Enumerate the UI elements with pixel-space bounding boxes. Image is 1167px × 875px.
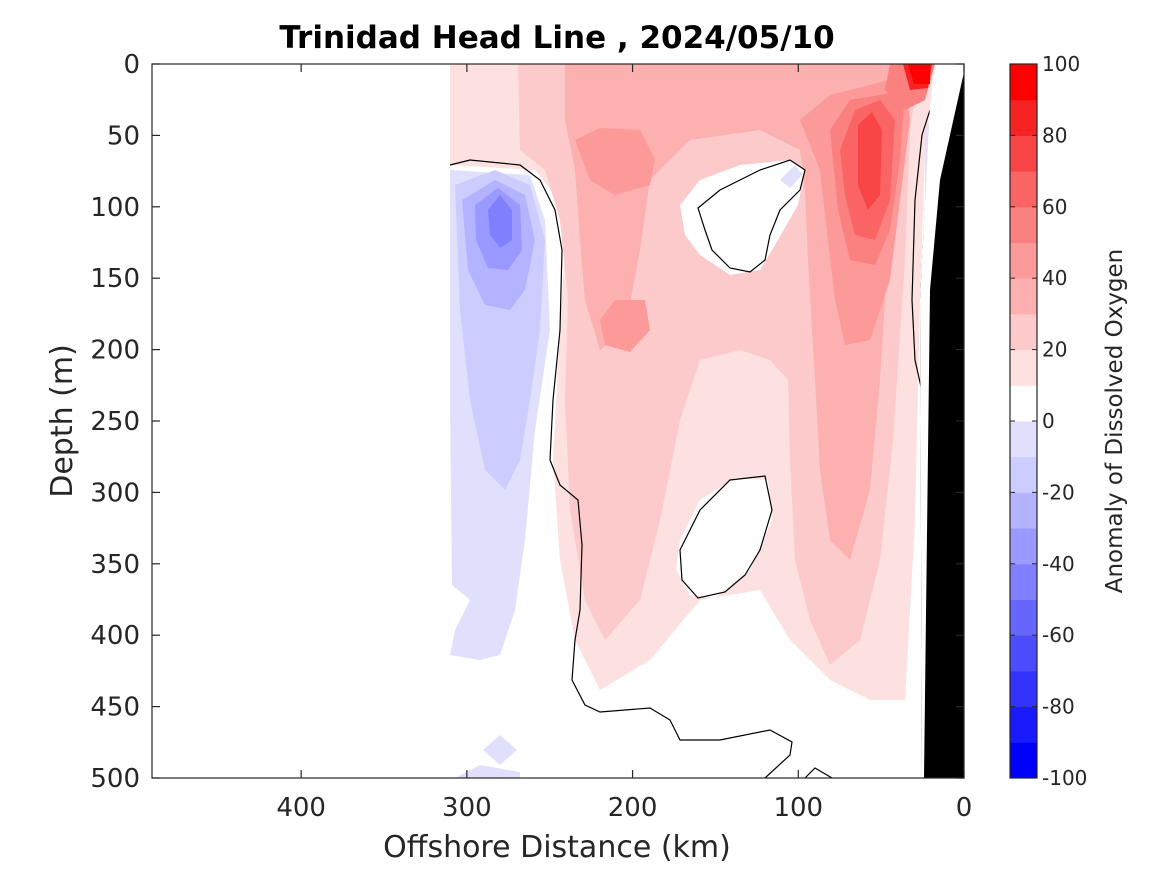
zero-contour-main [449, 159, 793, 778]
contour-fill-pos-70 [858, 112, 882, 210]
colorbar-segment [1010, 385, 1037, 422]
y-tick-label: 150 [90, 264, 140, 294]
colorbar [1009, 63, 1038, 779]
colorbar-segment [1010, 206, 1037, 243]
colorbar-tick-label: -40 [1042, 552, 1075, 576]
zero-contour-pocket-upper [697, 159, 806, 273]
contour-fill-zero-lower [676, 478, 772, 598]
contour-fill-pos-surface-c [908, 64, 930, 84]
colorbar-tick-label: -80 [1042, 695, 1075, 719]
y-tick-label: 500 [90, 764, 140, 794]
colorbar-tick-label: 60 [1042, 195, 1067, 219]
y-axis: 0 50 100 150 200 250 300 350 400 450 500 [90, 50, 964, 794]
colorbar-segment [1010, 456, 1037, 493]
x-tick-label: 200 [608, 793, 658, 823]
colorbar-segment [1010, 278, 1037, 315]
colorbar-segment [1010, 706, 1037, 743]
colorbar-ticks: 100 80 60 40 20 0 -20 -40 -60 -80 -100 [1010, 52, 1087, 790]
zero-contour-pocket-lower [679, 475, 773, 599]
colorbar-segment [1010, 528, 1037, 565]
colorbar-segment [1010, 349, 1037, 386]
y-tick-label: 0 [123, 50, 140, 80]
colorbar-segment [1010, 742, 1037, 779]
colorbar-segment [1010, 135, 1037, 172]
colorbar-segment [1010, 242, 1037, 279]
colorbar-tick-label: -100 [1042, 766, 1087, 790]
contour-fill-neg-patch-c [455, 765, 520, 778]
contour-fill-pos-40a [575, 128, 655, 195]
colorbar-tick-label: 100 [1042, 52, 1080, 76]
y-tick-label: 250 [90, 407, 140, 437]
colorbar-tick-label: 40 [1042, 266, 1067, 290]
contour-fill-neg-patch-b [483, 735, 517, 765]
x-axis-title: Offshore Distance (km) [383, 830, 731, 865]
colorbar-segment [1010, 99, 1037, 136]
colorbar-tick-label: 20 [1042, 338, 1067, 362]
y-tick-label: 100 [90, 193, 140, 223]
y-axis-title: Depth (m) [45, 344, 80, 498]
colorbar-segment [1010, 313, 1037, 351]
colorbar-tick-label: 80 [1042, 123, 1067, 147]
x-tick-label: 0 [956, 793, 973, 823]
zero-contour-bottom [804, 767, 833, 778]
colorbar-tick-label: -60 [1042, 623, 1075, 647]
contour-fill-neg-patch-a [780, 165, 802, 188]
colorbar-segment [1010, 563, 1037, 600]
colorbar-segment [1010, 599, 1037, 636]
colorbar-segment [1010, 635, 1037, 672]
x-tick-label: 300 [442, 793, 492, 823]
colorbar-tick-label: 0 [1042, 409, 1055, 433]
x-tick-label: 400 [276, 793, 326, 823]
bathymetry-edge [920, 64, 964, 778]
colorbar-segment [1010, 492, 1037, 529]
colorbar-title: Anomaly of Dissolved Oxygen [1102, 249, 1128, 594]
y-tick-label: 50 [107, 121, 140, 151]
colorbar-segment [1010, 421, 1037, 458]
chart-title: Trinidad Head Line , 2024/05/10 [279, 20, 834, 56]
y-tick-label: 450 [90, 693, 140, 723]
x-tick-label: 100 [773, 793, 823, 823]
colorbar-segment [1010, 64, 1037, 101]
y-tick-label: 200 [90, 336, 140, 366]
y-tick-label: 400 [90, 621, 140, 651]
contour-fill-neg-50 [488, 195, 512, 248]
colorbar-segment [1010, 670, 1037, 708]
contour-fill-pos-40b [600, 300, 650, 352]
colorbar-segment [1010, 171, 1037, 208]
plot-area [151, 63, 965, 779]
x-axis: 400 300 200 100 0 [276, 64, 972, 823]
y-tick-label: 350 [90, 550, 140, 580]
contour-fields [449, 64, 940, 778]
colorbar-tick-label: -20 [1042, 480, 1075, 504]
y-tick-label: 300 [90, 478, 140, 508]
